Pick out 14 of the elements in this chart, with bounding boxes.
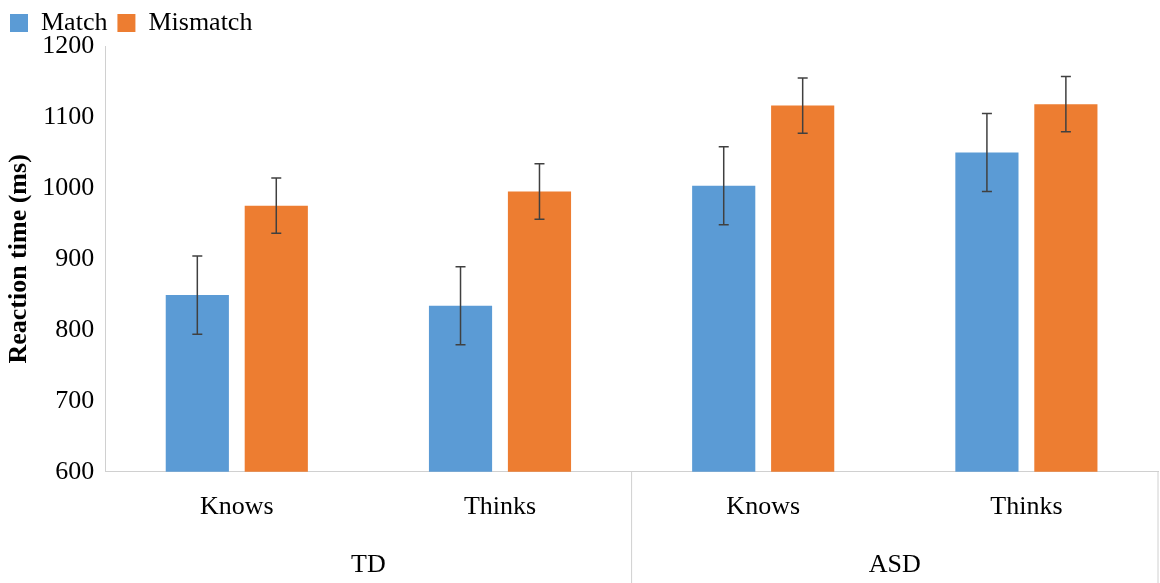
y-tick-label: 700 (55, 384, 95, 414)
x-tick-label: Knows (199, 491, 274, 521)
x-tick-label: Thinks (990, 491, 1063, 521)
x-tick-label: Thinks (463, 491, 537, 521)
text: ASD (868, 548, 921, 578)
y-tick-label: 1100 (43, 100, 95, 130)
y-tick-label: 1000 (42, 171, 95, 201)
text: TD (351, 548, 386, 578)
x-tick-label: Knows (726, 491, 801, 521)
legend-label: Mismatch (148, 6, 253, 36)
y-tick-label: 900 (55, 242, 95, 272)
y-tick-label: 800 (55, 313, 95, 343)
y-tick-label: 600 (55, 455, 95, 485)
y-axis-title: Reaction time (ms) (3, 154, 33, 364)
